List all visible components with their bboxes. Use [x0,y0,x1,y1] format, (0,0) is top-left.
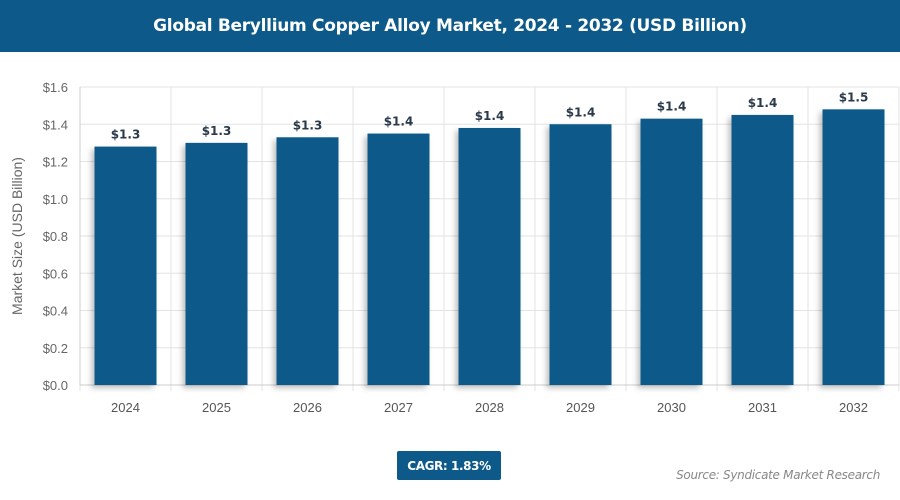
x-tick-label: 2029 [566,400,595,415]
y-tick-label: $1.4 [43,117,68,132]
y-axis-title: Market Size (USD Billion) [9,157,25,315]
data-label: $1.4 [566,105,596,119]
y-tick-label: $0.2 [43,341,68,356]
chart-title: Global Beryllium Copper Alloy Market, 20… [0,0,900,52]
y-tick-label: $0.8 [43,229,68,244]
bar-2027 [367,133,430,385]
y-tick-label: $0.6 [43,266,68,281]
bar-2024 [94,146,157,385]
x-tick-label: 2025 [202,400,231,415]
x-tick-label: 2028 [475,400,504,415]
x-tick-label: 2031 [748,400,777,415]
bar-chart: $0.0 $0.2 $0.4 $0.6 $0.8 $1.0 $1.2 $1.4 $1.6 $1.3… [9,80,900,415]
data-label: $1.3 [111,128,141,142]
data-label: $1.3 [202,124,232,138]
y-tick-label: $1.6 [43,80,68,95]
y-tick-label: $1.2 [43,155,68,170]
bar-2026 [276,137,339,385]
source-note: Source: Syndicate Market Research [676,468,880,482]
cagr-badge: CAGR: 1.83% [397,451,501,480]
y-tick-label: $0.0 [43,378,68,393]
x-tick-label: 2024 [111,400,140,415]
x-tick-label: 2026 [293,400,322,415]
data-label: $1.4 [384,115,414,129]
x-tick-label: 2032 [839,400,868,415]
bar-2030 [640,118,703,385]
bar-2032 [822,109,885,385]
data-label: $1.4 [475,109,505,123]
bar-2028 [458,127,521,385]
y-tick-label: $0.4 [43,304,68,319]
y-tick-label: $1.0 [43,192,68,207]
data-label: $1.4 [657,100,687,114]
data-label: $1.5 [839,90,869,104]
data-label: $1.3 [293,118,323,132]
bar-2029 [549,124,612,385]
x-tick-label: 2027 [384,400,413,415]
bar-2031 [731,114,794,385]
x-tick-label: 2030 [657,400,686,415]
data-label: $1.4 [748,96,778,110]
bar-2025 [185,142,248,385]
